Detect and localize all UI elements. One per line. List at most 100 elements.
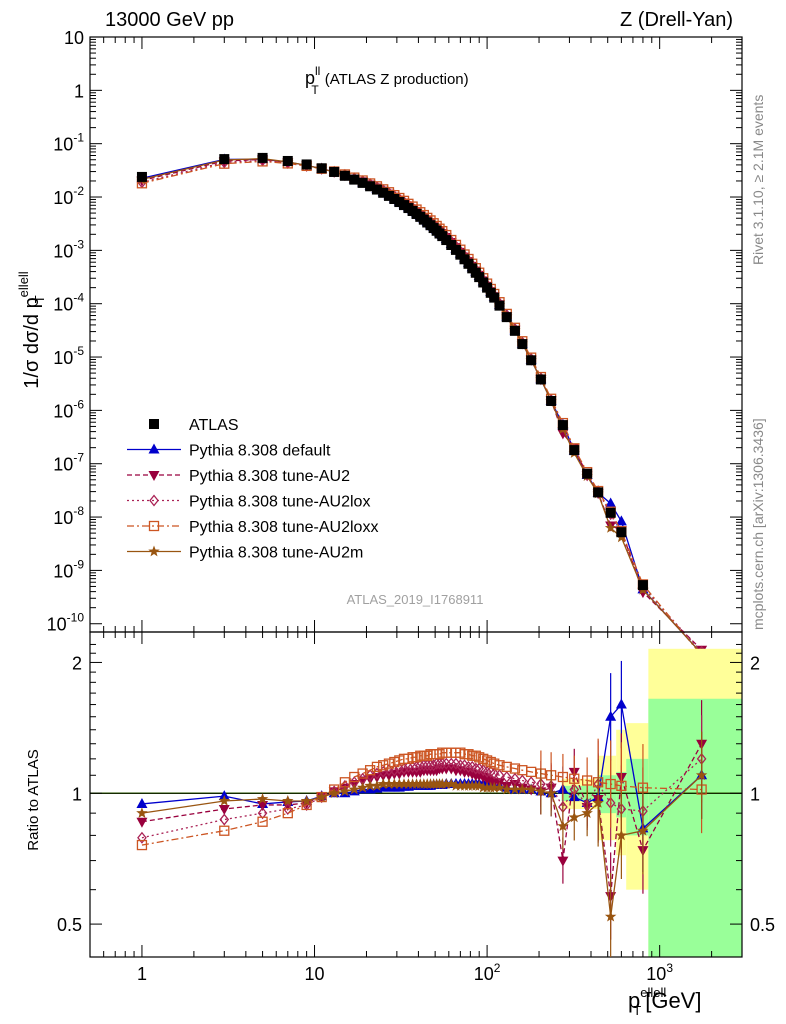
- y-tick-label: 10-6: [53, 397, 84, 421]
- ratio-frame: [89, 631, 743, 958]
- x-tick-label: 103: [646, 961, 673, 984]
- y-tick-label: 10-7: [53, 451, 84, 475]
- data-point: [282, 155, 293, 166]
- y-tick-label: 10: [64, 28, 84, 48]
- ratio-point-au2m: [256, 793, 269, 804]
- ratio-point-au2m: [218, 795, 230, 806]
- data-point: [257, 152, 268, 163]
- ratio-point-au2lox: [494, 769, 505, 782]
- ratio-point-au2lox: [422, 759, 433, 772]
- ratio-point-au2m: [516, 783, 528, 795]
- ratio-point-au2lox: [437, 757, 448, 770]
- ratio-y-tick-label-right: 2: [750, 653, 760, 673]
- ratio-point-au2m: [445, 778, 457, 789]
- ratio-point-au2loxx: [411, 752, 422, 763]
- data-point: [339, 170, 350, 181]
- ratio-point-au2m: [509, 783, 521, 795]
- ratio-point-au2m: [383, 778, 395, 789]
- header-left: 13000 GeV pp: [105, 9, 234, 31]
- data-point: [357, 177, 368, 188]
- ratio-point-au2lox: [434, 757, 445, 770]
- series-line-default: [141, 158, 703, 655]
- ratio-point-au2lox: [415, 759, 426, 772]
- ratio-point-au2m: [473, 779, 485, 791]
- ratio-point-au2loxx: [357, 768, 368, 779]
- ratio-point-au2loxx: [509, 763, 521, 774]
- ratio-point-au2m: [339, 785, 351, 797]
- ratio-point-au2loxx: [478, 753, 489, 765]
- data-point: [349, 174, 360, 185]
- data-point: [501, 312, 512, 323]
- legend-label: Pythia 8.308 tune-AU2m: [189, 545, 363, 562]
- ratio-point-au2lox: [403, 760, 414, 773]
- legend: ATLAS Pythia 8.308 default Pythia 8.308 tu…: [127, 417, 378, 562]
- ratio-point-au2loxx: [383, 758, 395, 769]
- data-point: [482, 282, 493, 293]
- ratio-point-au2loxx: [349, 771, 360, 783]
- ratio-point-au2loxx: [378, 760, 389, 771]
- data-point: [535, 374, 546, 385]
- ratio-point-au2m: [525, 783, 537, 795]
- ratio-point-au2lox: [482, 765, 492, 778]
- ratio-point-au2m: [282, 795, 294, 806]
- legend-marker: [149, 494, 159, 507]
- legend-marker: [148, 443, 160, 454]
- ratio-point-au2m: [328, 787, 340, 799]
- watermark: ATLAS_2019_I1768911: [347, 592, 484, 607]
- ratio-point-au2lox: [470, 762, 481, 775]
- legend-marker: [148, 471, 160, 481]
- y-tick-label: 10-8: [53, 504, 84, 528]
- series-line-au2loxx: [141, 160, 703, 656]
- legend-marker: [148, 545, 160, 557]
- ratio-point-au2lox: [399, 762, 409, 775]
- legend-label: ATLAS: [189, 417, 239, 434]
- data-point: [637, 580, 648, 591]
- data-point: [593, 487, 604, 498]
- ratio-band-inner: [648, 698, 742, 957]
- ratio-point-au2m: [454, 779, 467, 791]
- ratio-y-tick-label-right: 0.5: [750, 915, 775, 935]
- data-point: [557, 420, 568, 431]
- series-point-default: [605, 497, 617, 508]
- data-point: [582, 468, 593, 479]
- data-point: [517, 339, 528, 350]
- data-point: [546, 395, 557, 406]
- series-line-au2: [141, 158, 703, 651]
- main-panel: 10-10 10-9 10-8 10-7 10-6 10-5 10-4 10-3 10-2 10-…: [47, 28, 743, 661]
- data-point: [605, 507, 616, 518]
- rivet-version-label: Rivet 3.1.10, ≥ 2.1M events: [750, 95, 766, 265]
- ratio-point-au2m: [348, 783, 360, 795]
- ratio-point-au2m: [440, 778, 452, 789]
- data-point: [301, 159, 312, 170]
- ratio-point-au2lox: [329, 785, 340, 798]
- data-point: [316, 163, 327, 174]
- y-tick-label: 10-9: [53, 557, 84, 581]
- series-point-default: [615, 515, 627, 526]
- main-frame: [89, 36, 743, 633]
- ratio-point-au2lox: [419, 759, 429, 772]
- mcplots-label: mcplots.cern.ch [arXiv:1306.3436]: [750, 418, 766, 630]
- data-point: [616, 527, 627, 538]
- y-tick-label: 1: [74, 81, 84, 101]
- data-point: [509, 325, 520, 336]
- ratio-point-au2m: [501, 783, 513, 795]
- x-tick-label: 102: [474, 961, 501, 984]
- legend-label: Pythia 8.308 tune-AU2lox: [189, 494, 370, 511]
- header-right: Z (Drell-Yan): [620, 9, 733, 31]
- legend-label: Pythia 8.308 default: [189, 443, 331, 460]
- plot-title-text: (ATLAS Z production): [325, 71, 469, 88]
- data-point: [478, 277, 489, 288]
- x-tick-label: 10: [305, 964, 325, 984]
- ratio-point-au2loxx: [434, 749, 445, 760]
- ratio-panel: 1 10 102 103 0.5 0.5 1 1 2 2: [57, 37, 775, 984]
- data-point: [494, 300, 505, 311]
- ratio-point-au2m: [450, 779, 462, 791]
- ratio-point-au2lox: [463, 760, 474, 773]
- data-point: [569, 445, 580, 456]
- ratio-point-au2loxx: [219, 825, 230, 836]
- ratio-point-au2m: [488, 781, 500, 793]
- y-axis-label: 1/σ dσ/d pellellT: [16, 271, 47, 389]
- ratio-point-au2loxx: [257, 816, 268, 827]
- data-point: [383, 190, 394, 201]
